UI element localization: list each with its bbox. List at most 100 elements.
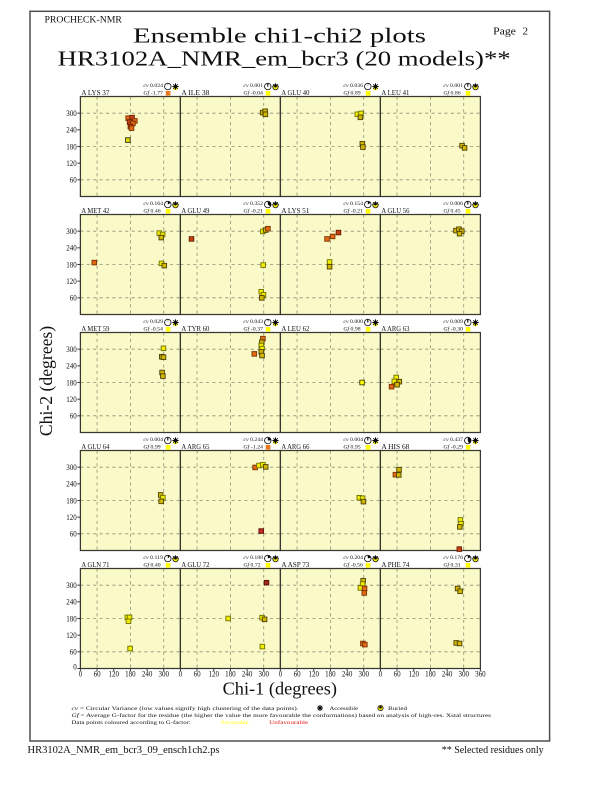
svg-text:Gf 0.95: Gf 0.95: [343, 443, 360, 450]
svg-text:Accessible: Accessible: [330, 706, 359, 712]
svg-text:60: 60: [70, 176, 77, 185]
svg-text:180: 180: [425, 670, 436, 679]
svg-text:180: 180: [66, 496, 77, 505]
svg-text:300: 300: [66, 345, 77, 354]
svg-text:Gf -1.77: Gf -1.77: [143, 89, 163, 96]
svg-text:240: 240: [242, 670, 253, 679]
svg-text:180: 180: [66, 142, 77, 151]
svg-text:2: 2: [523, 27, 529, 38]
svg-text:120: 120: [66, 395, 77, 404]
svg-text:cv 0.001: cv 0.001: [443, 83, 463, 89]
svg-text:120: 120: [108, 670, 119, 679]
svg-text:120: 120: [66, 631, 77, 640]
svg-text:240: 240: [66, 126, 77, 135]
svg-text:Gf -1.24: Gf -1.24: [243, 443, 263, 450]
svg-text:cv 0.006: cv 0.006: [443, 201, 463, 207]
svg-text:cv 0.204: cv 0.204: [343, 555, 363, 561]
svg-text:300: 300: [158, 670, 169, 679]
svg-text:Gf -0.21: Gf -0.21: [243, 207, 263, 214]
svg-text:240: 240: [142, 670, 153, 679]
svg-text:240: 240: [66, 362, 77, 371]
svg-text:A TYR 60: A TYR 60: [181, 324, 209, 333]
svg-text:A LEU 62: A LEU 62: [281, 324, 309, 333]
svg-text:cv 0.000: cv 0.000: [343, 319, 363, 325]
svg-text:360: 360: [475, 670, 486, 679]
svg-text:240: 240: [66, 480, 77, 489]
svg-text:PROCHECK-NMR: PROCHECK-NMR: [45, 16, 123, 26]
svg-text:120: 120: [66, 159, 77, 168]
svg-text:cv 0.437: cv 0.437: [443, 437, 463, 443]
svg-text:Page: Page: [493, 27, 516, 38]
svg-text:cv 0.119: cv 0.119: [143, 555, 163, 561]
svg-text:Gf 0.46: Gf 0.46: [143, 207, 160, 214]
svg-text:cv 0.036: cv 0.036: [343, 83, 363, 89]
svg-text:HR3102A_NMR_em_bcr3_09_ensch1c: HR3102A_NMR_em_bcr3_09_ensch1ch2.ps: [28, 745, 220, 756]
svg-text:A ILE 38: A ILE 38: [181, 88, 209, 97]
svg-text:cv 0.188: cv 0.188: [243, 555, 263, 561]
svg-text:cv = Circular Variance (low va: cv = Circular Variance (low values signi…: [72, 705, 300, 712]
svg-text:240: 240: [442, 670, 453, 679]
svg-text:120: 120: [66, 277, 77, 286]
svg-text:Gf 0.45: Gf 0.45: [443, 207, 460, 214]
svg-text:A GLU 49: A GLU 49: [181, 206, 209, 215]
svg-text:cv 0.154: cv 0.154: [343, 201, 363, 207]
svg-text:0: 0: [379, 670, 383, 679]
svg-text:120: 120: [208, 670, 219, 679]
svg-text:Chi-1 (degrees): Chi-1 (degrees): [223, 679, 337, 700]
svg-text:A GLN 71: A GLN 71: [81, 560, 109, 569]
svg-text:300: 300: [258, 670, 269, 679]
svg-text:A GLU 64: A GLU 64: [81, 442, 109, 451]
svg-text:180: 180: [66, 614, 77, 623]
svg-text:A MET 42: A MET 42: [81, 206, 109, 215]
svg-text:60: 60: [294, 670, 301, 679]
svg-text:300: 300: [66, 109, 77, 118]
svg-text:Gf 0.31: Gf 0.31: [443, 561, 460, 568]
svg-text:180: 180: [125, 670, 135, 679]
svg-text:0: 0: [73, 663, 77, 672]
svg-text:180: 180: [66, 260, 77, 269]
svg-text:Gf 0.98: Gf 0.98: [343, 325, 360, 332]
svg-text:0: 0: [79, 670, 83, 679]
svg-text:A ARG 65: A ARG 65: [181, 442, 209, 451]
svg-text:Gf -0.30: Gf -0.30: [443, 325, 463, 332]
svg-text:60: 60: [194, 670, 201, 679]
svg-text:A LYS 37: A LYS 37: [81, 88, 109, 97]
svg-text:A HIS 68: A HIS 68: [381, 442, 409, 451]
svg-text:cv 0.004: cv 0.004: [143, 437, 163, 443]
svg-text:A ARG 63: A ARG 63: [381, 324, 409, 333]
svg-text:A GLU 40: A GLU 40: [281, 88, 309, 97]
svg-text:240: 240: [66, 598, 77, 607]
svg-text:240: 240: [342, 670, 353, 679]
svg-text:Unfavourable: Unfavourable: [269, 719, 309, 726]
svg-text:300: 300: [458, 670, 469, 679]
svg-text:0: 0: [279, 670, 283, 679]
svg-text:cv 0.176: cv 0.176: [443, 555, 463, 561]
svg-text:cv 0.043: cv 0.043: [243, 319, 263, 325]
svg-text:300: 300: [66, 227, 77, 236]
svg-text:A ARG 66: A ARG 66: [281, 442, 309, 451]
svg-text:A ASP 73: A ASP 73: [281, 560, 309, 569]
svg-text:A LEU 41: A LEU 41: [381, 88, 409, 97]
svg-text:Favourable: Favourable: [221, 720, 249, 726]
svg-text:Gf 0.89: Gf 0.89: [343, 89, 360, 96]
svg-text:120: 120: [66, 513, 77, 522]
svg-text:cv 0.244: cv 0.244: [243, 437, 263, 443]
svg-text:Chi-2 (degrees): Chi-2 (degrees): [36, 326, 57, 436]
svg-text:300: 300: [66, 581, 77, 590]
svg-text:Gf -0.54: Gf -0.54: [143, 325, 163, 332]
svg-text:60: 60: [394, 670, 401, 679]
svg-text:120: 120: [308, 670, 319, 679]
svg-text:Gf -0.21: Gf -0.21: [343, 207, 363, 214]
svg-text:cv 0.164: cv 0.164: [143, 201, 163, 207]
svg-text:60: 60: [70, 530, 77, 539]
svg-text:A LYS 51: A LYS 51: [281, 206, 309, 215]
svg-text:Gf 0.72: Gf 0.72: [243, 561, 260, 568]
svg-text:cv 0.024: cv 0.024: [143, 83, 163, 89]
svg-text:60: 60: [70, 294, 77, 303]
svg-text:Ensemble chi1-chi2 plots: Ensemble chi1-chi2 plots: [133, 24, 426, 48]
svg-text:Gf = Average G-factor for the: Gf = Average G-factor for the residue (t…: [72, 712, 492, 719]
svg-text:Gf 0.86: Gf 0.86: [443, 89, 460, 96]
svg-text:240: 240: [66, 244, 77, 253]
svg-text:Buried: Buried: [388, 706, 407, 712]
svg-text:60: 60: [94, 670, 101, 679]
